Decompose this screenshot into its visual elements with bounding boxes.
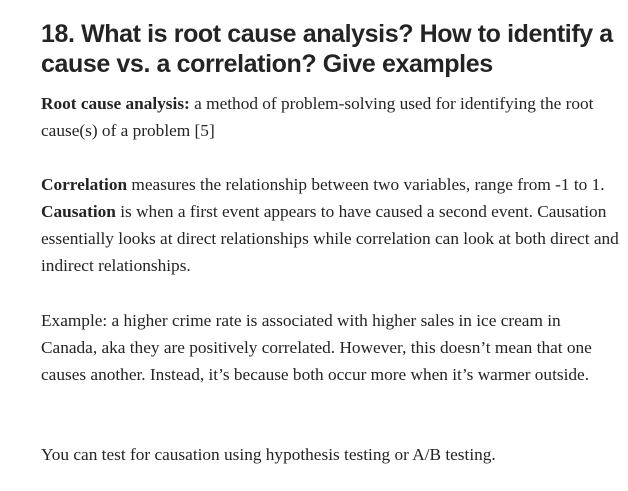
root-cause-term: Root cause analysis: [41,94,190,113]
root-cause-paragraph: Root cause analysis: a method of problem… [41,90,621,144]
causation-definition: is when a first event appears to have ca… [41,202,619,275]
example-paragraph: Example: a higher crime rate is associat… [41,311,592,384]
section-heading: 18. What is root cause analysis? How to … [41,20,613,78]
causation-term: Causation [41,202,116,221]
correlation-paragraph: Correlation measures the relationship be… [41,171,621,279]
correlation-definition: measures the relationship between two va… [127,175,605,194]
correlation-term: Correlation [41,175,128,194]
root-cause-definition: a method of problem-solving used for ide… [41,94,594,140]
closing-paragraph: You can test for causation using hypothe… [41,445,496,464]
